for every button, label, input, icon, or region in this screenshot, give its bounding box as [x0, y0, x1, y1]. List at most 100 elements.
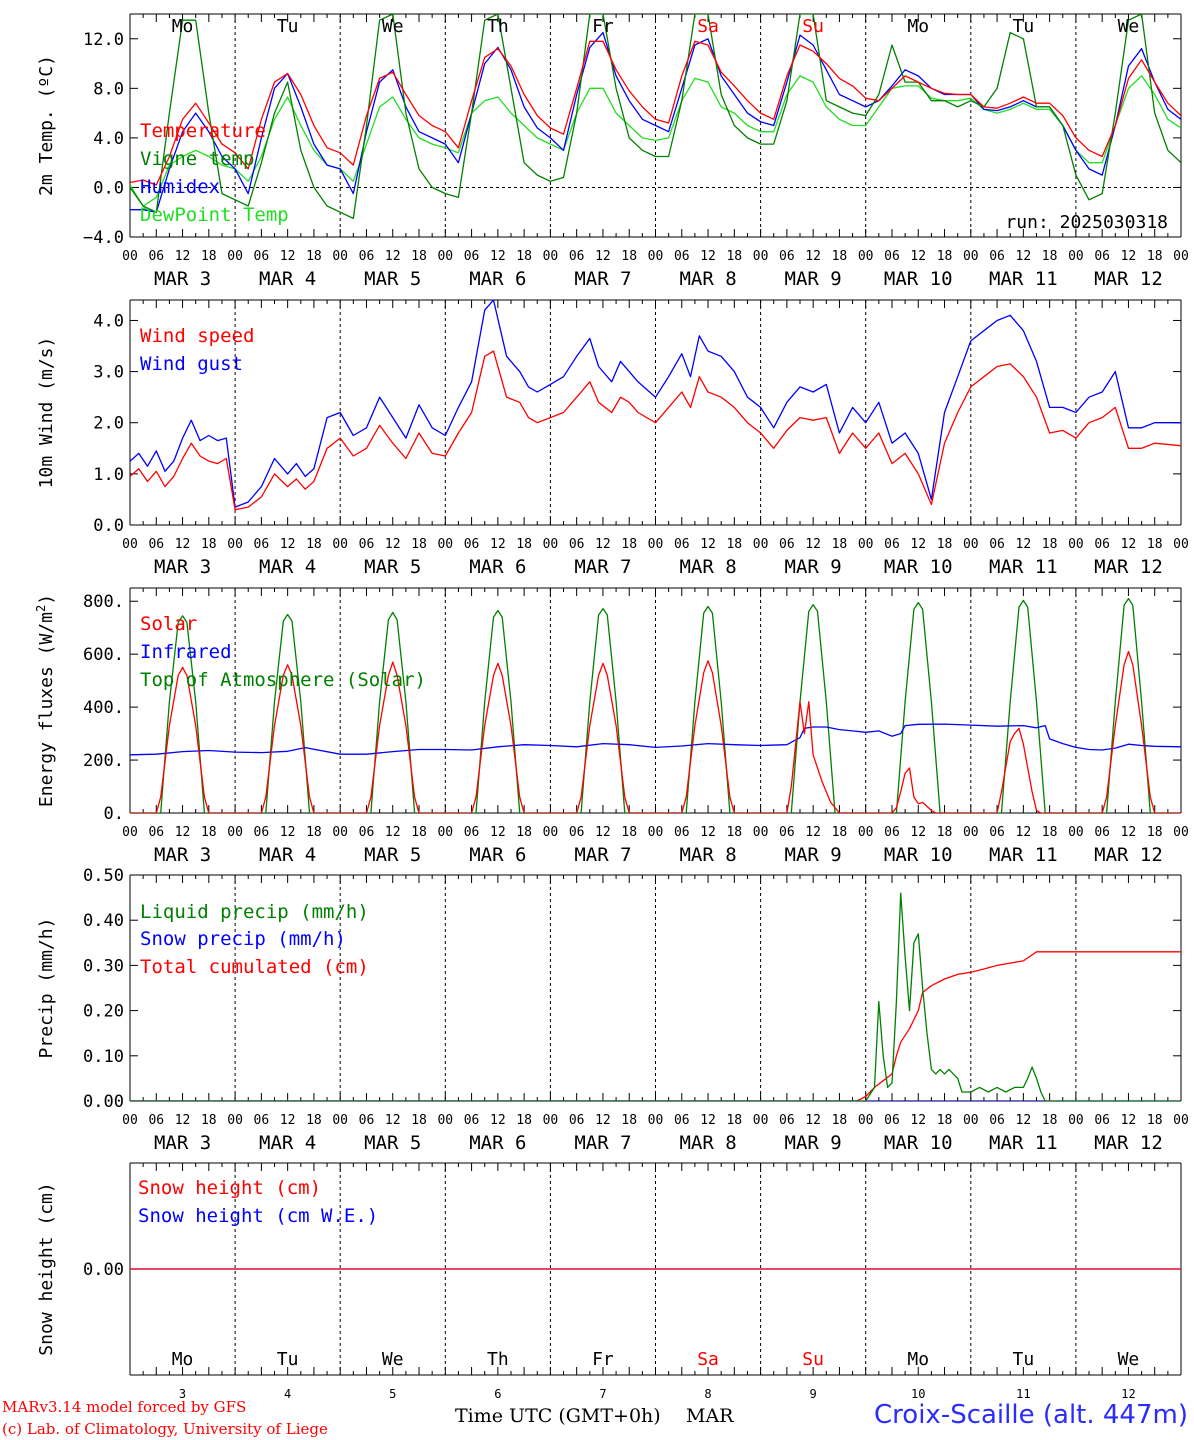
- date-label: MAR 9: [785, 1132, 842, 1154]
- hour-tick-label: 18: [516, 249, 532, 264]
- series-line-liquid-precip-mm-h-: [130, 892, 1181, 1101]
- hour-tick-label: 00: [648, 249, 664, 264]
- hour-tick-label: 18: [726, 249, 742, 264]
- hour-tick-label: 06: [779, 825, 795, 840]
- hour-tick-label: 18: [1147, 537, 1163, 552]
- hour-tick-label: 00: [753, 1113, 769, 1128]
- hour-tick-label: 12: [1016, 537, 1032, 552]
- hour-tick-label: 12: [595, 825, 611, 840]
- hour-tick-label: 06: [359, 537, 375, 552]
- hour-tick-label: 00: [437, 537, 453, 552]
- y-tick-label: 0.00: [83, 1260, 124, 1280]
- station-name: Croix-Scaille (alt. 447m): [874, 1400, 1188, 1430]
- hour-tick-label: 12: [805, 537, 821, 552]
- y-tick-label: 0.0: [93, 178, 124, 198]
- weekday-label: Sa: [697, 16, 719, 37]
- hour-tick-label: 12: [385, 537, 401, 552]
- date-label: MAR 3: [154, 556, 211, 578]
- hour-tick-label: 00: [332, 825, 348, 840]
- hour-tick-label: 18: [1147, 825, 1163, 840]
- legend-entry: Snow height (cm W.E.): [138, 1205, 378, 1227]
- hour-tick-label: 00: [963, 1113, 979, 1128]
- series-line-humidex: [130, 31, 1181, 213]
- legend-entry: Snow precip (mm/h): [140, 928, 346, 950]
- hour-tick-label: 06: [989, 249, 1005, 264]
- weekday-label: Fr: [592, 16, 614, 37]
- hour-tick-label: 00: [122, 825, 138, 840]
- hour-tick-label: 18: [1042, 537, 1058, 552]
- weekday-label: Mo: [907, 1349, 929, 1370]
- series-line-temperature: [130, 40, 1181, 186]
- hour-tick-label: 18: [832, 249, 848, 264]
- weekday-label: Sa: [697, 1349, 719, 1370]
- date-label: MAR 11: [989, 268, 1058, 290]
- date-label: MAR 12: [1094, 1132, 1163, 1154]
- y-axis-label: Precip (mm/h): [36, 918, 57, 1059]
- hour-tick-label: 00: [227, 1113, 243, 1128]
- hour-tick-label: 12: [805, 825, 821, 840]
- date-label: MAR 5: [364, 1132, 421, 1154]
- series-line-infrared: [130, 723, 1181, 756]
- y-tick-label: 3.0: [93, 363, 124, 383]
- hour-tick-label: 18: [937, 249, 953, 264]
- legend-entry: Infrared: [140, 641, 232, 663]
- hour-tick-label: 12: [805, 249, 821, 264]
- legend-entry: Wind gust: [140, 353, 243, 375]
- weekday-label: We: [382, 1349, 404, 1370]
- panel-4: 0.00 0.10 0.20 0.30 0.40 0.50 Precip (mm/h) Liq…: [36, 866, 1189, 1154]
- hour-tick-label: 12: [175, 537, 191, 552]
- weekday-label: Su: [802, 16, 824, 37]
- hour-tick-label: 12: [1121, 249, 1137, 264]
- day-number-label: 3: [179, 1387, 186, 1401]
- hour-tick-label: 00: [858, 249, 874, 264]
- hour-tick-label: 18: [937, 1113, 953, 1128]
- hour-tick-label: 00: [858, 1113, 874, 1128]
- date-label: MAR 10: [884, 1132, 953, 1154]
- hour-tick-label: 00: [648, 1113, 664, 1128]
- y-axis-label: 2m Temp. (ºC): [36, 55, 57, 196]
- day-number-label: 6: [494, 1387, 501, 1401]
- hour-tick-label: 18: [411, 249, 427, 264]
- hour-tick-label: 12: [700, 249, 716, 264]
- legend-entry: Vigne temp: [140, 148, 254, 170]
- hour-tick-label: 06: [1094, 825, 1110, 840]
- weekday-label: Fr: [592, 1349, 614, 1370]
- hour-tick-label: 06: [464, 825, 480, 840]
- hour-tick-label: 12: [700, 537, 716, 552]
- hour-tick-label: 18: [411, 825, 427, 840]
- hour-tick-label: 06: [569, 1113, 585, 1128]
- date-label: MAR 4: [259, 1132, 316, 1154]
- y-axis-label-superscript: 2: [34, 605, 48, 612]
- date-label: MAR 7: [574, 556, 631, 578]
- hour-tick-label: 18: [1042, 249, 1058, 264]
- date-label: MAR 6: [469, 556, 526, 578]
- hour-tick-label: 12: [910, 825, 926, 840]
- hour-tick-label: 06: [1094, 537, 1110, 552]
- hour-tick-label: 18: [621, 1113, 637, 1128]
- weekday-label: Tu: [1013, 16, 1035, 37]
- hour-tick-label: 12: [595, 1113, 611, 1128]
- hour-tick-label: 00: [1068, 249, 1084, 264]
- copyright-credit: (c) Lab. of Climatology, University of L…: [2, 1420, 328, 1438]
- hour-tick-label: 00: [1173, 537, 1189, 552]
- hour-tick-label: 00: [1068, 537, 1084, 552]
- hour-tick-label: 06: [569, 537, 585, 552]
- series-line-dewpoint-temp: [130, 75, 1181, 207]
- hour-tick-label: 06: [674, 537, 690, 552]
- hour-tick-label: 12: [385, 1113, 401, 1128]
- hour-tick-label: 00: [543, 537, 559, 552]
- hour-tick-label: 06: [464, 1113, 480, 1128]
- date-label: MAR 8: [679, 844, 736, 866]
- hour-tick-label: 18: [516, 537, 532, 552]
- day-number-label: 5: [389, 1387, 396, 1401]
- hour-tick-label: 06: [254, 249, 270, 264]
- hour-tick-label: 06: [254, 1113, 270, 1128]
- hour-tick-label: 12: [1121, 825, 1137, 840]
- weekday-label: Tu: [1013, 1349, 1035, 1370]
- date-label: MAR 3: [154, 1132, 211, 1154]
- hour-tick-label: 00: [227, 249, 243, 264]
- hour-tick-label: 00: [753, 249, 769, 264]
- hour-tick-label: 18: [516, 825, 532, 840]
- series-line-wind-speed: [130, 350, 1181, 511]
- hour-tick-label: 18: [306, 537, 322, 552]
